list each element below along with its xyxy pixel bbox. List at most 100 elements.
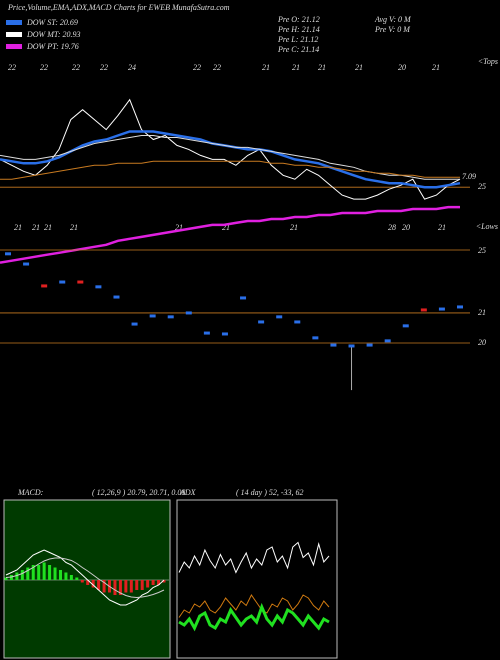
histogram-bar [129, 580, 133, 593]
candle [438, 307, 445, 311]
date-label: 22 [72, 63, 80, 72]
panel-params: ( 12,26,9 ) 20.79, 20.71, 0.08 [92, 488, 185, 497]
candle [221, 332, 228, 336]
candle [258, 320, 265, 324]
date-label: 21 [432, 63, 440, 72]
panel-title: MACD: [17, 488, 44, 497]
candle [348, 344, 355, 348]
date-label: 21 [290, 223, 298, 232]
candle [384, 339, 391, 343]
histogram-bar [157, 580, 161, 585]
histogram-bar [80, 580, 84, 583]
legend-label: DOW MT: 20.93 [26, 30, 81, 39]
date-label: 20 [398, 63, 406, 72]
date-label: 22 [100, 63, 108, 72]
histogram-bar [97, 580, 101, 590]
candle [167, 315, 174, 319]
y-tick-label: 21 [478, 308, 486, 317]
line [0, 98, 461, 200]
histogram-bar [140, 580, 144, 590]
histogram-bar [146, 580, 150, 588]
legend-label: DOW ST: 20.69 [26, 18, 78, 27]
histogram-bar [4, 577, 8, 580]
date-label: 21 [44, 223, 52, 232]
candle [149, 314, 156, 318]
date-label: 22 [40, 63, 48, 72]
date-label: 21 [355, 63, 363, 72]
candle [77, 280, 84, 284]
stat: Pre H: 21.14 [277, 25, 320, 34]
line [178, 541, 330, 574]
date-label: 22 [193, 63, 201, 72]
date-label: 22 [8, 63, 16, 72]
date-label: 22 [213, 63, 221, 72]
candle [276, 315, 283, 319]
histogram-bar [26, 567, 30, 580]
line [5, 557, 165, 599]
candle [240, 296, 247, 300]
date-label: 21 [292, 63, 300, 72]
candle [5, 252, 11, 256]
line [5, 549, 165, 606]
tops-label: <Tops [478, 57, 498, 66]
candle [131, 322, 138, 326]
histogram-bar [151, 580, 155, 585]
histogram-bar [15, 572, 19, 580]
candle [95, 285, 102, 289]
line [0, 160, 460, 180]
histogram-bar [9, 575, 13, 580]
line [0, 205, 460, 264]
histogram-bar [124, 580, 128, 593]
line [178, 594, 330, 618]
histogram-bar [162, 580, 166, 583]
panel-params: ( 14 day ) 52, -33, 62 [236, 488, 304, 497]
histogram-bar [58, 570, 62, 580]
candle [23, 262, 30, 266]
candle [185, 311, 192, 315]
histogram-bar [48, 565, 52, 580]
candle [420, 308, 427, 312]
histogram-bar [75, 577, 79, 580]
legend-swatch [6, 32, 22, 37]
candle [402, 324, 409, 328]
date-label: 21 [438, 223, 446, 232]
histogram-bar [69, 575, 73, 580]
candle [330, 343, 337, 347]
stat: Pre O: 21.12 [277, 15, 320, 24]
lows-label: <Lows [476, 222, 498, 231]
line [178, 602, 330, 632]
histogram-bar [37, 565, 41, 580]
candle [41, 284, 48, 288]
line [0, 135, 460, 180]
legend-label: DOW PT: 19.76 [26, 42, 79, 51]
histogram-bar [20, 570, 24, 580]
date-label: 21 [175, 223, 183, 232]
stat: Avg V: 0 M [374, 15, 412, 24]
chart-title: Price,Volume,EMA,ADX,MACD Charts for EWE… [7, 3, 230, 12]
date-label: 21 [222, 223, 230, 232]
candle [294, 320, 301, 324]
date-label: 21 [262, 63, 270, 72]
histogram-bar [113, 580, 117, 595]
legend-swatch [6, 20, 22, 25]
candle [312, 336, 319, 340]
histogram-bar [64, 572, 68, 580]
histogram-bar [91, 580, 95, 588]
y-tick-label: 20 [478, 338, 486, 347]
histogram-bar [118, 580, 122, 595]
stat: Pre C: 21.14 [277, 45, 319, 54]
histogram-bar [102, 580, 106, 593]
date-label: 21 [318, 63, 326, 72]
date-label: 28 [388, 223, 396, 232]
stat: Pre L: 21.12 [277, 35, 318, 44]
legend-swatch [6, 44, 22, 49]
annotation: 7.09 [462, 172, 476, 181]
date-label: 21 [32, 223, 40, 232]
date-label: 20 [402, 223, 410, 232]
histogram-bar [86, 580, 90, 585]
candle [366, 343, 373, 347]
line [0, 130, 461, 189]
candle [113, 295, 120, 299]
